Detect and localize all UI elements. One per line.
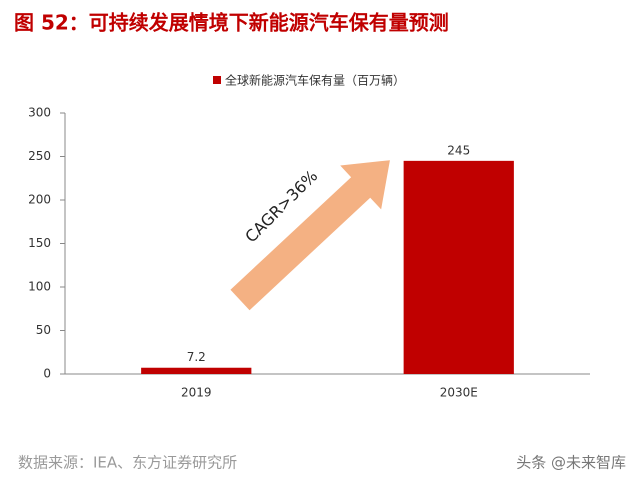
y-tick-label: 0 <box>43 367 51 381</box>
y-tick-label: 300 <box>28 106 51 120</box>
legend-label: 全球新能源汽车保有量（百万辆） <box>225 73 405 88</box>
bar <box>141 367 252 374</box>
value-label: 7.2 <box>187 350 206 364</box>
source: 数据来源：IEA、东方证券研究所 <box>18 454 237 472</box>
x-tick-label: 2019 <box>181 386 212 400</box>
value-label: 245 <box>447 143 470 157</box>
x-tick-label: 2030E <box>440 386 478 400</box>
y-tick-label: 100 <box>28 280 51 294</box>
bar <box>403 160 514 374</box>
y-tick-label: 50 <box>36 323 51 337</box>
legend-swatch <box>213 76 221 84</box>
y-tick-label: 200 <box>28 193 51 207</box>
growth-arrow <box>230 160 390 311</box>
chart-title: 图 52：可持续发展情境下新能源汽车保有量预测 <box>14 11 449 35</box>
watermark: 头条 @未来智库 <box>516 454 626 472</box>
y-tick-label: 150 <box>28 236 51 250</box>
y-tick-label: 250 <box>28 149 51 163</box>
